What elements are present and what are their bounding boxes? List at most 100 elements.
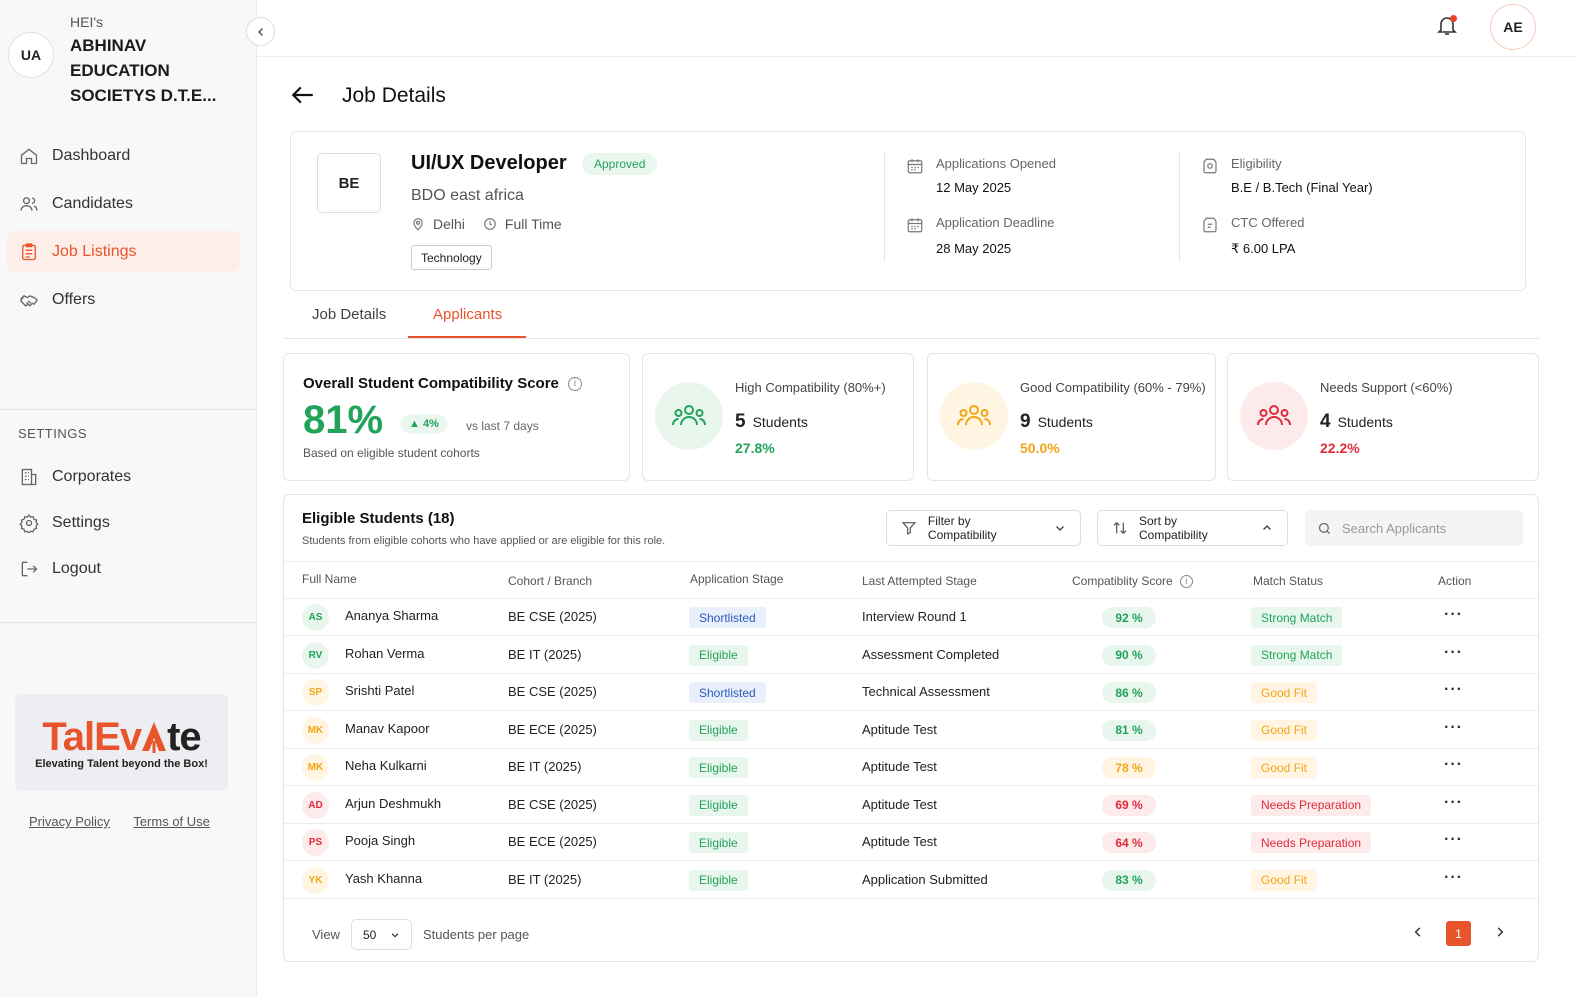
sidebar-item-settings[interactable]: Settings [7,502,240,543]
per-page-select[interactable]: 50 [351,919,412,950]
job-location: Delhi [433,216,465,232]
sort-compatibility-button[interactable]: Sort by Compatibility [1097,510,1288,546]
table-row[interactable]: AD Arjun Deshmukh BE CSE (2025) Eligible Apt… [284,787,1538,824]
last-attempted-stage: Interview Round 1 [862,609,967,624]
sidebar-item-candidates[interactable]: Candidates [7,183,240,224]
sidebar-item-job-listings[interactable]: Job Listings [7,231,240,272]
application-stage-badge: Eligible [689,719,748,741]
sidebar-item-label: Dashboard [52,146,131,164]
cohort: BE IT (2025) [508,759,582,774]
match-status-badge: Needs Preparation [1251,832,1372,853]
category-tag: Technology [411,245,492,270]
org-prefix: HEI's [70,14,104,30]
last-attempted-stage: Assessment Completed [862,646,1000,662]
topbar: AE [257,0,1577,57]
notification-bell-button[interactable] [1435,13,1459,37]
tab-job-details[interactable]: Job Details [312,306,387,323]
score-subtitle: Based on eligible student cohorts [303,446,480,460]
eligibility: Eligibility B.E / B.Tech (Final Year) [1201,156,1373,195]
more-actions-icon[interactable]: ··· [1444,793,1463,811]
more-actions-icon[interactable]: ··· [1444,681,1463,698]
sidebar-item-corporates[interactable]: Corporates [7,456,240,497]
job-type: Full Time [504,216,562,232]
more-actions-icon[interactable]: ··· [1444,643,1463,661]
avatar: SP [302,679,329,706]
match-status-badge: Good Fit [1251,719,1318,741]
next-page-icon[interactable] [1493,925,1507,939]
sidebar-item-label: Corporates [52,467,132,485]
stat-percent: 50.0% [1020,440,1060,456]
application-stage-badge: Shortlisted [689,682,766,703]
cohort: BE CSE (2025) [508,609,597,624]
logout-icon [18,558,40,580]
student-name: Manav Kapoor [345,720,430,736]
table-row[interactable]: RV Rohan Verma BE IT (2025) Eligible Assessm… [284,637,1538,674]
back-button[interactable] [290,82,316,108]
org-avatar: UA [8,32,54,78]
more-actions-icon[interactable]: ··· [1444,718,1463,736]
score-delta-badge: ▲ 4% [401,414,447,434]
page-number-current[interactable]: 1 [1446,921,1471,946]
sidebar-item-offers[interactable]: Offers [7,279,240,320]
divider [884,152,885,262]
tab-applicants[interactable]: Applicants [433,306,503,323]
wallet-icon [1203,217,1217,233]
overall-score-card: Overall Student Compatibility Score i 81… [283,353,630,481]
last-attempted-stage: Aptitude Test [862,796,937,812]
last-attempted-stage: Application Submitted [862,871,988,887]
table-row[interactable]: AS Ananya Sharma BE CSE (2025) Shortlisted I… [284,599,1538,636]
more-actions-icon[interactable]: ··· [1444,868,1463,886]
view-label: View [312,927,340,942]
org-name: ABHINAV EDUCATION SOCIETYS D.T.E... [70,36,217,105]
avatar: MK [302,754,329,781]
collapse-sidebar-button[interactable] [246,17,275,46]
filter-icon [901,522,917,535]
match-status-badge: Strong Match [1251,644,1343,666]
application-stage-badge: Eligible [689,644,748,666]
search-input[interactable] [1342,520,1512,536]
filter-compatibility-button[interactable]: Filter by Compatibility [886,510,1081,546]
compatibility-score-badge: 86 % [1102,682,1156,703]
col-header: Match Status [1253,574,1324,588]
more-actions-icon[interactable]: ··· [1444,756,1463,773]
stat-label: High Compatibility (80%+) [735,380,886,395]
table-row[interactable]: PS Pooja Singh BE ECE (2025) Eligible Aptitu… [284,824,1538,861]
brand-logo-box: TalEv te Elevating Talent beyond the Box! [15,694,228,791]
more-actions-icon[interactable]: ··· [1444,831,1463,848]
badge-icon [1203,158,1217,174]
per-page-label: Students per page [423,927,530,942]
table-row[interactable]: YK Yash Khanna BE IT (2025) Eligible Applica… [284,862,1538,899]
terms-of-use-link[interactable]: Terms of Use [133,814,210,829]
handshake-icon [18,289,40,311]
group-icon [940,382,1008,450]
deadline-date: 28 May 2025 [936,241,1012,256]
last-attempted-stage: Technical Assessment [862,684,990,699]
applications-opened: Applications Opened 12 May 2025 [906,156,1056,195]
table-row[interactable]: SP Srishti Patel BE CSE (2025) Shortlisted T… [284,674,1538,711]
cohort: BE CSE (2025) [508,796,597,812]
sidebar-item-logout[interactable]: Logout [7,548,240,589]
last-attempted-stage: Aptitude Test [862,721,937,737]
sidebar-item-dashboard[interactable]: Dashboard [7,135,240,176]
stat-percent: 22.2% [1320,440,1360,456]
tree-arrow-icon [142,722,167,753]
calendar-icon [907,218,923,233]
compatibility-score-badge: 64 % [1102,832,1156,853]
stat-label: Needs Support (<60%) [1320,380,1453,395]
tab-bar: Job Details Applicants [283,295,1539,339]
table-row[interactable]: MK Neha Kulkarni BE IT (2025) Eligible Aptit… [284,749,1538,786]
user-avatar[interactable]: AE [1490,4,1536,50]
info-icon[interactable]: i [1179,574,1193,588]
privacy-policy-link[interactable]: Privacy Policy [29,814,110,829]
info-icon[interactable]: i [567,376,582,391]
group-icon [655,382,723,450]
table-row[interactable]: MK Manav Kapoor BE ECE (2025) Eligible Aptit… [284,712,1538,749]
col-header: Application Stage [690,572,784,586]
job-meta: Delhi Full Time [411,216,562,232]
prev-page-icon[interactable] [1411,925,1425,939]
more-actions-icon[interactable]: ··· [1444,606,1463,623]
sidebar-item-label: Candidates [52,194,133,212]
col-header: Full Name [302,572,357,586]
ctc-value: ₹ 6.00 LPA [1231,241,1296,256]
org-header: UA HEI's ABHINAV EDUCATION SOCIETYS D.T.… [8,14,230,108]
